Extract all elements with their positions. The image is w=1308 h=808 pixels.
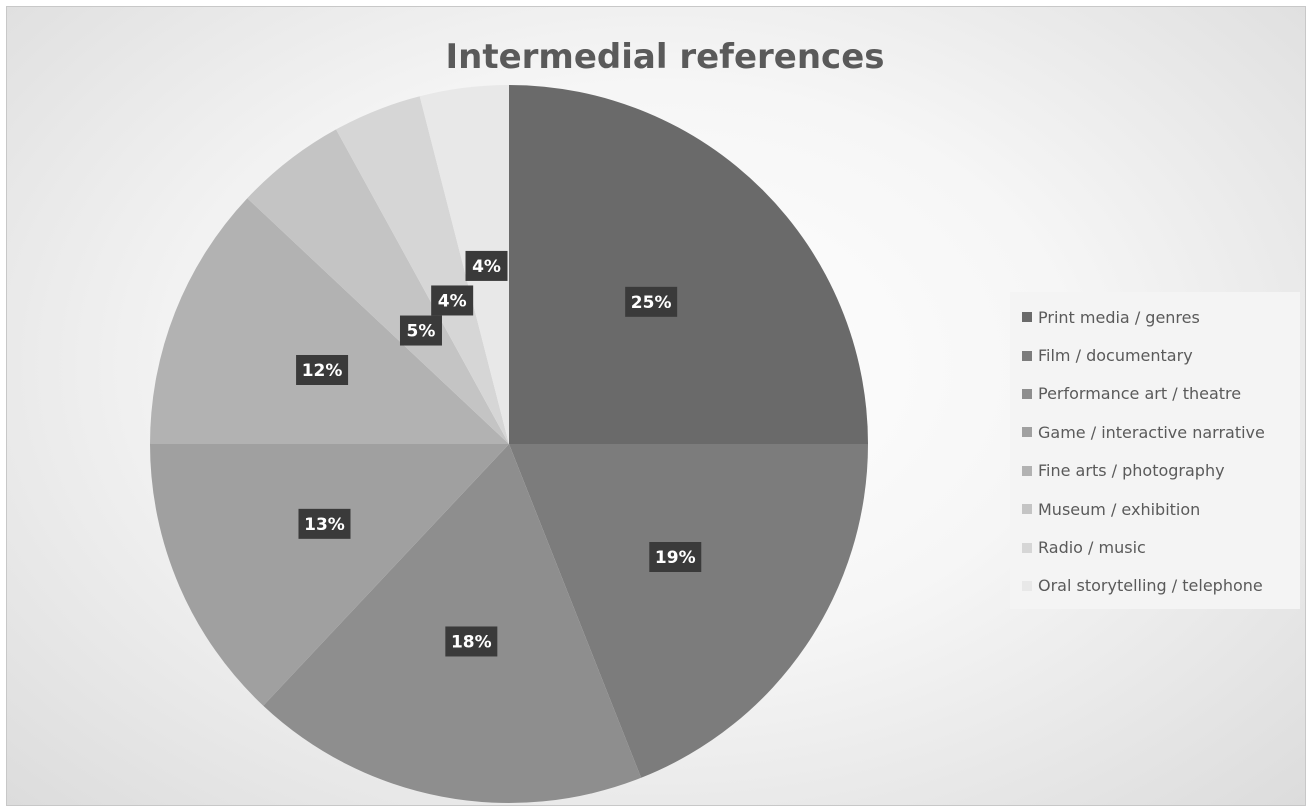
legend-label: Performance art / theatre bbox=[1038, 384, 1242, 404]
data-label-print-media-genres: 25% bbox=[625, 286, 678, 317]
pie-slice-print-media-genres bbox=[509, 85, 868, 444]
pie-slice-fine-arts-photography bbox=[150, 198, 509, 444]
legend-label: Museum / exhibition bbox=[1038, 499, 1201, 519]
pie-slice-oral-storytelling-telephone bbox=[419, 85, 509, 444]
data-label-performance-art-theatre: 18% bbox=[445, 626, 498, 657]
legend: Print media / genres Film / documentary Pe… bbox=[1010, 292, 1300, 610]
pie-chart: 25%19%18%13%12%5%4%4% bbox=[150, 85, 868, 803]
data-label-film-documentary: 19% bbox=[649, 542, 702, 573]
legend-item-museum-exhibition: Museum / exhibition bbox=[1010, 490, 1300, 528]
pie-slice-game-interactive-narrative bbox=[150, 444, 509, 706]
pie-slice-film-documentary bbox=[509, 444, 868, 778]
svg-text:5%: 5% bbox=[407, 322, 436, 342]
svg-text:25%: 25% bbox=[631, 293, 672, 313]
data-label-fine-arts-photography: 12% bbox=[296, 354, 349, 385]
legend-label: Oral storytelling / telephone bbox=[1038, 576, 1263, 596]
legend-swatch-icon bbox=[1022, 312, 1032, 323]
legend-item-fine-arts-photography: Fine arts / photography bbox=[1010, 452, 1300, 490]
chart-title: Intermedial references bbox=[445, 37, 885, 77]
pie-slice-museum-exhibition bbox=[247, 129, 509, 445]
legend-item-radio-music: Radio / music bbox=[1010, 528, 1300, 566]
svg-text:12%: 12% bbox=[302, 361, 343, 381]
legend-item-performance-art-theatre: Performance art / theatre bbox=[1010, 375, 1300, 413]
svg-text:13%: 13% bbox=[304, 515, 345, 535]
legend-label: Game / interactive narrative bbox=[1038, 422, 1265, 442]
chart-frame: Intermedial references 25% 19% 18% 13% 12% 5%… bbox=[6, 6, 1306, 806]
svg-text:19%: 19% bbox=[655, 548, 696, 568]
legend-swatch-icon bbox=[1022, 542, 1032, 553]
svg-text:4%: 4% bbox=[472, 257, 501, 277]
legend-label: Fine arts / photography bbox=[1038, 461, 1225, 481]
legend-label: Radio / music bbox=[1038, 538, 1146, 558]
data-label-oral-storytelling-telephone: 4% bbox=[465, 250, 508, 281]
data-label-radio-music: 4% bbox=[431, 285, 474, 316]
legend-swatch-icon bbox=[1022, 427, 1032, 438]
legend-swatch-icon bbox=[1022, 465, 1032, 476]
pie-slice-radio-music bbox=[336, 96, 509, 444]
pie-slice-performance-art-theatre bbox=[263, 444, 642, 803]
legend-item-print-media-genres: Print media / genres bbox=[1010, 298, 1300, 336]
legend-swatch-icon bbox=[1022, 580, 1032, 591]
legend-swatch-icon bbox=[1022, 388, 1032, 399]
legend-swatch-icon bbox=[1022, 504, 1032, 515]
legend-item-film-documentary: Film / documentary bbox=[1010, 336, 1300, 374]
legend-swatch-icon bbox=[1022, 350, 1032, 361]
data-label-museum-exhibition: 5% bbox=[399, 315, 442, 346]
svg-text:18%: 18% bbox=[451, 632, 492, 652]
legend-label: Print media / genres bbox=[1038, 307, 1200, 327]
data-label-game-interactive-narrative: 13% bbox=[298, 508, 351, 539]
svg-text:4%: 4% bbox=[438, 291, 467, 311]
legend-item-oral-storytelling-telephone: Oral storytelling / telephone bbox=[1010, 567, 1300, 605]
legend-label: Film / documentary bbox=[1038, 346, 1193, 366]
legend-item-game-interactive-narrative: Game / interactive narrative bbox=[1010, 413, 1300, 451]
